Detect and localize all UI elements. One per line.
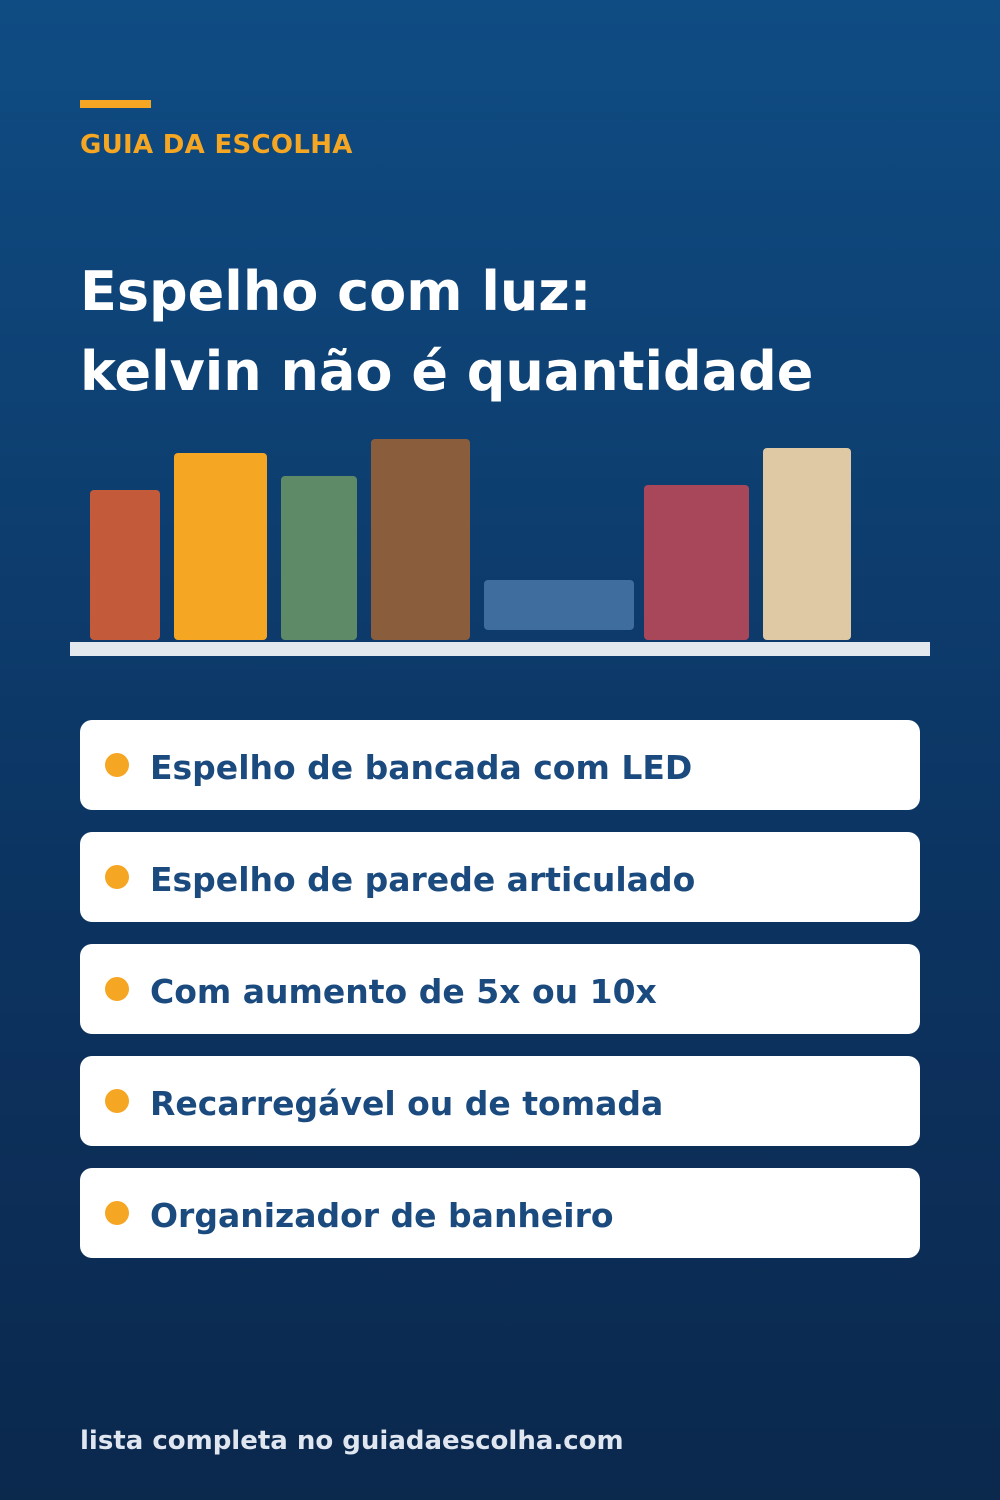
item-text: Com aumento de 5x ou 10x bbox=[150, 972, 657, 1011]
item-text: Organizador de banheiro bbox=[150, 1196, 614, 1235]
item-card: Organizador de banheiro bbox=[80, 1168, 920, 1258]
footer: lista completa no guiadaescolha.com bbox=[80, 1426, 624, 1456]
item-text: Espelho de parede articulado bbox=[150, 860, 696, 899]
shelf bbox=[70, 642, 930, 656]
book bbox=[174, 453, 267, 640]
accent-bar bbox=[80, 100, 151, 108]
brand: GUIA DA ESCOLHA bbox=[80, 130, 353, 160]
bullet bbox=[105, 753, 129, 777]
item-card: Espelho de bancada com LED bbox=[80, 720, 920, 810]
book bbox=[644, 485, 749, 640]
item-text: Espelho de bancada com LED bbox=[150, 748, 693, 787]
item-card: Com aumento de 5x ou 10x bbox=[80, 944, 920, 1034]
title: Espelho com luz: kelvin não é quantidade bbox=[80, 252, 813, 412]
item-list: Espelho de bancada com LED Espelho de par… bbox=[80, 720, 920, 1280]
bullet bbox=[105, 1089, 129, 1113]
bookshelf-illustration bbox=[70, 439, 930, 656]
bullet bbox=[105, 1201, 129, 1225]
title-line: kelvin não é quantidade bbox=[80, 340, 814, 403]
book bbox=[90, 490, 160, 640]
title-line: Espelho com luz: bbox=[80, 260, 592, 323]
book bbox=[484, 580, 634, 630]
item-card: Recarregável ou de tomada bbox=[80, 1056, 920, 1146]
book bbox=[763, 448, 851, 640]
bullet bbox=[105, 865, 129, 889]
bullet bbox=[105, 977, 129, 1001]
book bbox=[371, 439, 470, 640]
book bbox=[281, 476, 357, 640]
item-card: Espelho de parede articulado bbox=[80, 832, 920, 922]
item-text: Recarregável ou de tomada bbox=[150, 1084, 664, 1123]
